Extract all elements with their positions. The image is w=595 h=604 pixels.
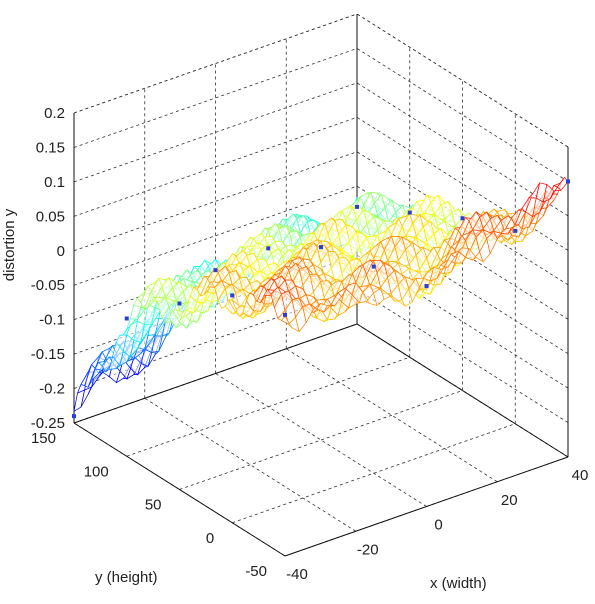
z-tick-label: -0.25 (31, 415, 65, 432)
sample-marker (355, 204, 359, 209)
sample-marker (460, 216, 465, 221)
sample-marker (407, 210, 412, 215)
y-axis-line (73, 422, 286, 557)
z-tick-label: 0.2 (44, 105, 65, 122)
top-edge-line (73, 13, 358, 114)
sample-marker (72, 414, 76, 419)
floor-grid-line (232, 423, 516, 524)
y-axis-label: y (height) (95, 569, 158, 586)
floor-right-edge (356, 323, 569, 458)
tick-labels: -0.25 -0.2 -0.15 -0.1 -0.05 0 0.05 0.1 0.15 0.2 -5… (31, 105, 589, 583)
sample-marker (513, 228, 518, 233)
surface-mesh (73, 176, 569, 413)
y-tick-label: -50 (245, 563, 267, 580)
y-tick-label: 100 (84, 463, 109, 480)
top-edge-line (356, 13, 569, 148)
z-tick-label: -0.2 (39, 381, 65, 398)
floor-grid-line (126, 356, 410, 457)
x-axis-line (284, 456, 569, 557)
z-tick-label: 0.15 (36, 139, 65, 156)
x-axis-label: x (width) (430, 575, 487, 592)
z-tick-label: 0 (57, 243, 65, 260)
z-tick-label: 0.1 (44, 174, 65, 191)
sample-marker (371, 264, 376, 269)
surface-cell (556, 176, 569, 191)
back-wall-grid-line (73, 185, 358, 286)
z-tick-label: -0.15 (31, 346, 65, 363)
x-tick-label: 40 (572, 467, 589, 484)
x-tick-label: 20 (501, 492, 518, 509)
x-tick-label: -20 (357, 541, 379, 558)
back-wall-grid-line (73, 220, 358, 321)
y-tick-label: 150 (31, 430, 56, 447)
y-tick-label: 50 (145, 497, 162, 514)
floor-grid-line (215, 373, 427, 507)
z-tick-label: 0.05 (36, 208, 65, 225)
back-wall-grid-line (73, 151, 358, 252)
y-tick-label: 0 (206, 530, 214, 547)
back-wall-grid-line (73, 82, 358, 183)
sample-marker (566, 179, 570, 184)
axes-grid (73, 13, 569, 557)
z-tick-label: -0.1 (39, 312, 65, 329)
back-wall-grid-line (73, 116, 358, 217)
sample-marker (319, 245, 323, 250)
z-axis-label: distortion y (1, 208, 18, 281)
sample-marker (266, 246, 271, 251)
x-tick-label: 0 (434, 517, 442, 534)
sample-markers (72, 179, 570, 419)
floor-back-edge (73, 323, 358, 424)
sample-marker (283, 312, 287, 317)
sample-marker (230, 293, 235, 298)
floor-grid-line (179, 390, 463, 490)
sample-marker (424, 284, 429, 289)
back-wall-grid-line (73, 48, 358, 148)
z-tick-label: -0.05 (31, 277, 65, 294)
sample-marker (124, 316, 129, 321)
sample-marker (177, 301, 182, 306)
x-tick-label: -40 (286, 566, 308, 583)
sample-marker (213, 268, 218, 273)
